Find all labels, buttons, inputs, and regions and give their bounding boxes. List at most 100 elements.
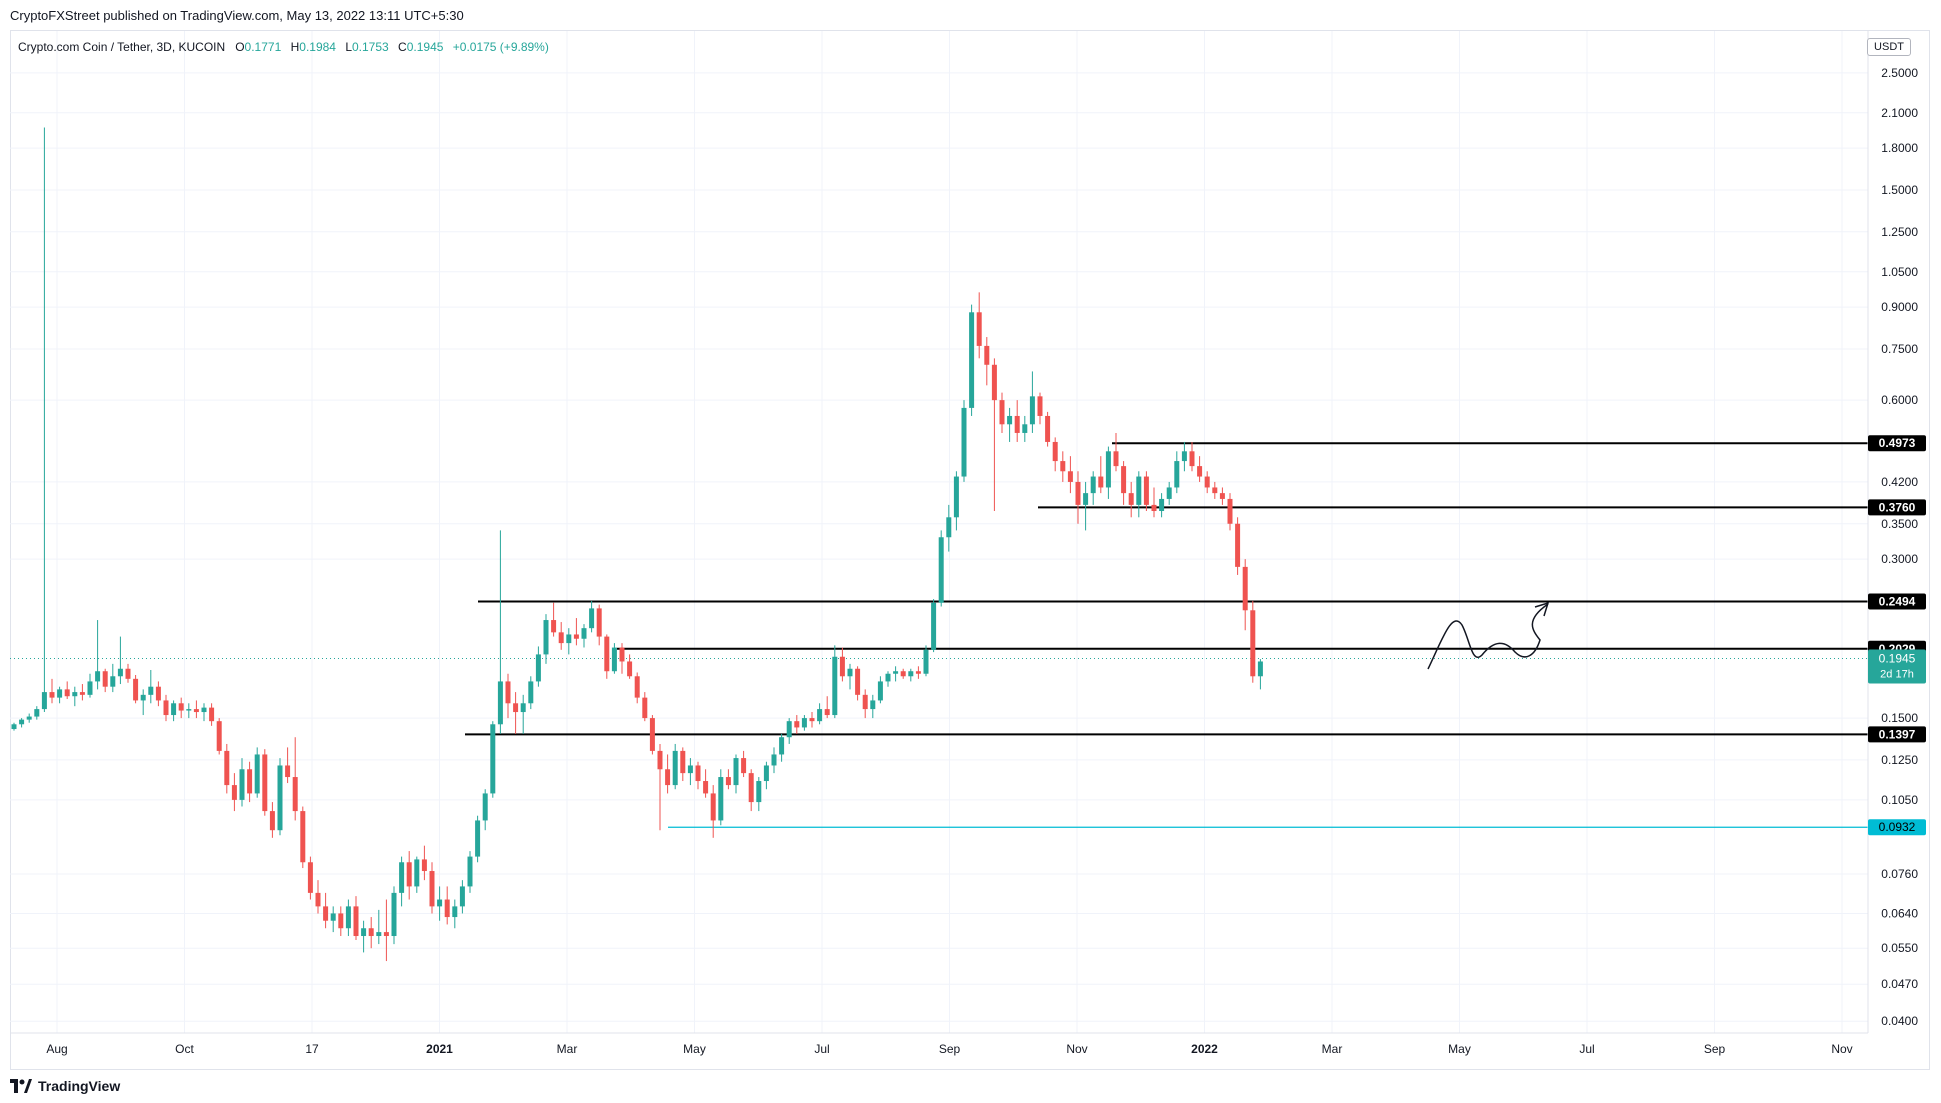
candle-body: [687, 765, 693, 774]
y-tick-label: 1.8000: [1881, 141, 1918, 155]
candle-body: [323, 906, 329, 921]
candle-body: [421, 859, 427, 872]
x-tick-label: 2022: [1191, 1042, 1218, 1056]
candle-body: [763, 765, 769, 782]
candle-body: [832, 656, 838, 716]
candle-body: [1143, 476, 1149, 505]
candle-body: [383, 932, 389, 937]
candle-body: [125, 668, 131, 679]
level-badge: [1868, 435, 1926, 452]
candle-body: [444, 899, 450, 918]
x-tick-label: Jul: [1579, 1042, 1594, 1056]
candle-body: [589, 608, 595, 629]
candle-body: [649, 718, 655, 751]
level-badge: [1868, 593, 1926, 610]
level-layer: [10, 442, 1868, 828]
candle-layer: [11, 127, 1263, 962]
candle-body: [475, 820, 481, 857]
candle-body: [627, 661, 633, 677]
candle-body: [566, 634, 572, 644]
candle-body: [535, 654, 541, 682]
y-tick-label: 1.2500: [1881, 225, 1918, 239]
candle-body: [900, 671, 906, 677]
candle-body: [171, 703, 177, 716]
candle-body: [307, 862, 313, 893]
legend-close-label: C: [398, 40, 407, 54]
candle-body: [1075, 481, 1081, 505]
candle-body: [786, 721, 792, 738]
candle-body: [353, 906, 359, 937]
candle-body: [604, 636, 610, 672]
y-tick-label: 1.0500: [1881, 265, 1918, 279]
candle-body: [1151, 504, 1157, 512]
candle-body: [155, 686, 161, 701]
candle-body: [1212, 487, 1218, 494]
x-tick-label: Mar: [557, 1042, 578, 1056]
y-tick-label: 0.7500: [1881, 342, 1918, 356]
level-badge: [1868, 726, 1926, 743]
candle-body: [543, 620, 549, 655]
candle-body: [414, 859, 420, 887]
candle-body: [908, 671, 914, 677]
candle-body: [877, 681, 883, 701]
legend-open-label: O: [235, 40, 245, 54]
candle-body: [345, 906, 351, 929]
candle-body: [254, 754, 260, 794]
candle-body: [1136, 476, 1142, 505]
candle-body: [619, 647, 625, 662]
candle-body: [216, 721, 222, 751]
candle-body: [178, 703, 184, 711]
candle-body: [558, 632, 564, 644]
candle-body: [361, 928, 367, 937]
x-tick-label: Sep: [1704, 1042, 1726, 1056]
x-tick-label: Nov: [1066, 1042, 1087, 1056]
candle-body: [95, 671, 101, 682]
candle-body: [969, 312, 975, 408]
candle-body: [680, 750, 686, 774]
currency-badge[interactable]: USDT: [1867, 38, 1911, 56]
candle-body: [110, 676, 116, 687]
candle-body: [102, 671, 108, 687]
footer: TradingView: [10, 1078, 120, 1094]
candle-body: [1189, 451, 1195, 467]
candle-body: [277, 765, 283, 831]
candle-body: [611, 647, 617, 672]
legend-low: 0.1753: [352, 40, 389, 54]
candle-body: [1029, 396, 1035, 425]
candle-body: [459, 886, 465, 907]
x-tick-label: Oct: [175, 1042, 194, 1056]
candle-body: [809, 718, 815, 722]
axis-layer: 2.5000 2.1000 1.8000 1.5000 1.2500 1.0500 0.90…: [10, 31, 1918, 1056]
level-badge-label: 0.1397: [1879, 727, 1916, 741]
x-tick-label: Mar: [1322, 1042, 1343, 1056]
candle-body: [862, 694, 868, 710]
candle-body: [186, 709, 192, 711]
candle-body: [376, 932, 382, 937]
candle-body: [528, 681, 534, 704]
candle-body: [1052, 441, 1058, 462]
candle-body: [399, 862, 405, 893]
candle-body: [1098, 476, 1104, 488]
footer-brand: TradingView: [38, 1078, 121, 1094]
candle-body: [915, 671, 921, 674]
candle-body: [140, 694, 146, 701]
candle-body: [163, 700, 169, 716]
candle-body: [1037, 396, 1043, 416]
level-badge-label: 0.3760: [1879, 500, 1916, 514]
candle-body: [247, 769, 253, 794]
candle-body: [991, 364, 997, 401]
candle-body: [1235, 523, 1241, 567]
x-tick-label: 17: [305, 1042, 319, 1056]
candle-body: [482, 793, 488, 821]
candle-body: [452, 906, 458, 918]
level-badge-label: 0.4973: [1879, 436, 1916, 450]
candle-body: [57, 689, 63, 698]
candle-body: [1128, 493, 1134, 505]
candle-body: [794, 721, 800, 728]
y-tick-label: 0.3500: [1881, 517, 1918, 531]
candle-body: [725, 777, 731, 786]
candle-body: [984, 345, 990, 365]
candle-body: [231, 785, 237, 800]
candle-body: [551, 620, 557, 633]
